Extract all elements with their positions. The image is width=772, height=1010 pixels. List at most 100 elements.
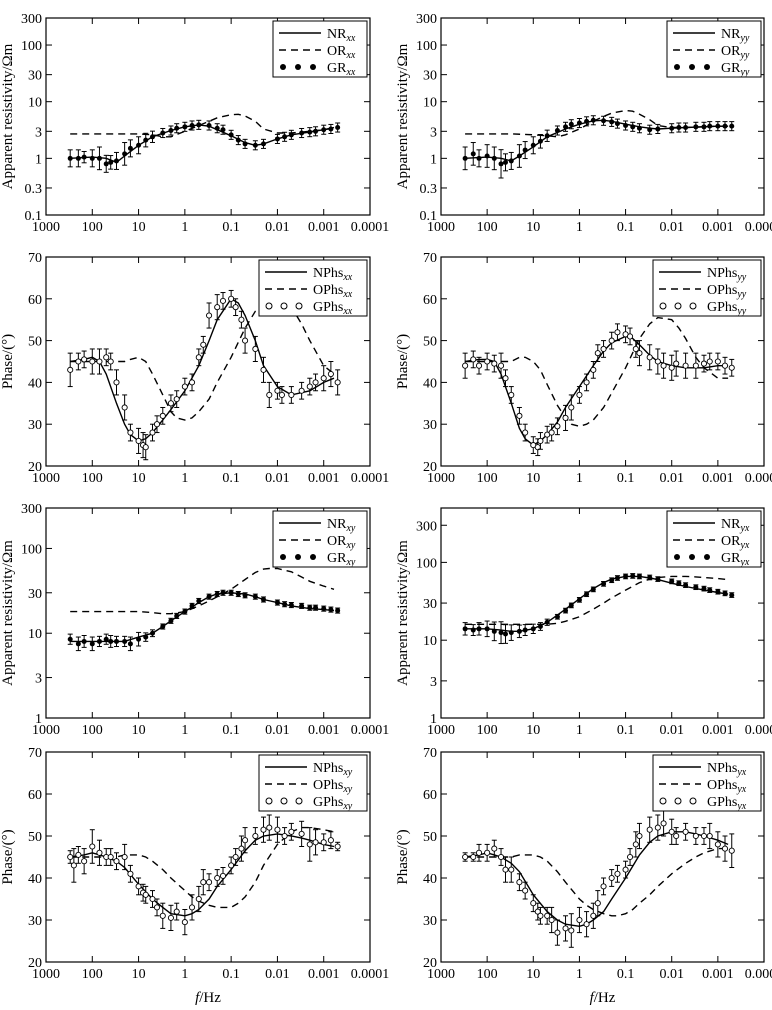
y-tick-label: 40 — [423, 376, 437, 391]
legend-label: OPhsyy — [707, 283, 747, 300]
data-point — [232, 304, 239, 311]
data-point — [491, 360, 498, 367]
legend-label: ORxy — [327, 534, 356, 551]
y-tick-label: 10 — [28, 96, 42, 111]
legend-label: NRyx — [721, 517, 750, 534]
y-tick-label: 3 — [35, 125, 42, 140]
legend-swatch-circle — [280, 797, 288, 805]
y-tick-label: 30 — [28, 914, 42, 929]
legend-label-base: NPhs — [313, 266, 343, 281]
data-point — [260, 826, 267, 833]
legend-label-base: NR — [721, 27, 741, 42]
data-point — [647, 574, 653, 580]
data-point — [673, 832, 680, 840]
series-line-ORxx — [70, 113, 335, 138]
x-tick-label: 100 — [82, 471, 103, 486]
data-point — [167, 400, 174, 407]
legend-label-base: NPhs — [313, 761, 343, 776]
data-point — [321, 606, 327, 612]
y-tick-label: 30 — [28, 69, 42, 84]
data-point — [609, 119, 615, 125]
data-point — [228, 590, 234, 596]
data-point — [113, 858, 120, 865]
x-tick-label: 1000 — [32, 723, 60, 738]
data-point — [600, 345, 607, 353]
y-tick-label: 10 — [423, 96, 437, 111]
x-tick-label: 0.1 — [222, 471, 240, 486]
x-tick-label: 1000 — [427, 220, 455, 235]
data-point — [568, 121, 574, 127]
legend-label-sub: yy — [736, 289, 746, 300]
data-point — [660, 362, 667, 369]
legend-label: GPhsyx — [707, 795, 747, 812]
plot-frame — [440, 256, 765, 467]
data-point — [242, 141, 248, 147]
data-point — [530, 626, 536, 632]
data-point — [516, 879, 523, 886]
data-point — [75, 641, 81, 647]
y-tick-label: 50 — [28, 335, 42, 350]
data-point — [228, 862, 235, 869]
series-line-NPhsxy — [70, 833, 335, 917]
data-point — [282, 601, 288, 607]
x-tick-label: 100 — [82, 220, 103, 235]
x-tick-label: 0.0001 — [351, 723, 390, 738]
x-tick-label: 0.01 — [659, 723, 684, 738]
data-point — [288, 132, 294, 138]
data-point — [563, 124, 569, 130]
x-tick-label: 0.1 — [617, 723, 635, 738]
data-point — [562, 925, 569, 932]
data-point — [700, 832, 708, 840]
data-point — [590, 912, 597, 919]
legend-swatch-dot — [674, 64, 680, 70]
y-tick-label: 10 — [28, 627, 42, 642]
data-point — [707, 587, 713, 593]
data-point — [313, 128, 319, 134]
series-line-OPhsyx — [465, 847, 729, 917]
data-point — [298, 830, 305, 837]
data-point — [200, 341, 207, 348]
legend-swatch-circle — [674, 302, 682, 310]
data-point — [706, 358, 713, 365]
legend-label: NPhsxy — [313, 761, 353, 778]
x-tick-label: 0.0001 — [351, 220, 390, 235]
legend-label-sub: xx — [345, 50, 355, 61]
data-point — [701, 124, 707, 130]
data-point — [167, 914, 174, 921]
data-point — [107, 853, 114, 861]
data-point — [537, 138, 543, 144]
x-tick-label: 100 — [477, 967, 498, 982]
x-tick-label: 10 — [132, 723, 146, 738]
data-point — [609, 577, 615, 583]
data-point — [108, 638, 114, 644]
legend-label-base: NPhs — [707, 266, 737, 281]
x-tick-label: 0.001 — [702, 220, 734, 235]
data-point — [168, 128, 174, 134]
x-tick-label: 0.1 — [617, 967, 635, 982]
data-point — [252, 594, 258, 600]
data-point — [583, 921, 590, 928]
data-point — [260, 596, 266, 602]
y-tick-label: 10 — [423, 634, 437, 649]
data-point — [182, 124, 188, 130]
data-point — [563, 608, 569, 614]
data-point — [700, 360, 708, 367]
legend-swatch-circle — [265, 302, 273, 310]
legend-label: GPhsyy — [707, 300, 747, 317]
data-point — [508, 158, 514, 164]
x-tick-label: 1 — [576, 723, 583, 738]
data-point — [508, 630, 514, 636]
data-point — [235, 591, 241, 597]
legend-label-base: GR — [721, 61, 741, 76]
data-point — [153, 904, 161, 911]
x-tick-label: 0.1 — [617, 471, 635, 486]
data-point — [548, 429, 555, 436]
data-point — [307, 129, 313, 135]
data-point — [75, 851, 82, 858]
data-point — [706, 832, 713, 840]
legend-label-sub: xx — [345, 67, 355, 78]
data-point — [626, 853, 634, 861]
data-point — [274, 136, 280, 142]
legend-box — [258, 754, 368, 812]
y-tick-label: 30 — [28, 418, 42, 433]
